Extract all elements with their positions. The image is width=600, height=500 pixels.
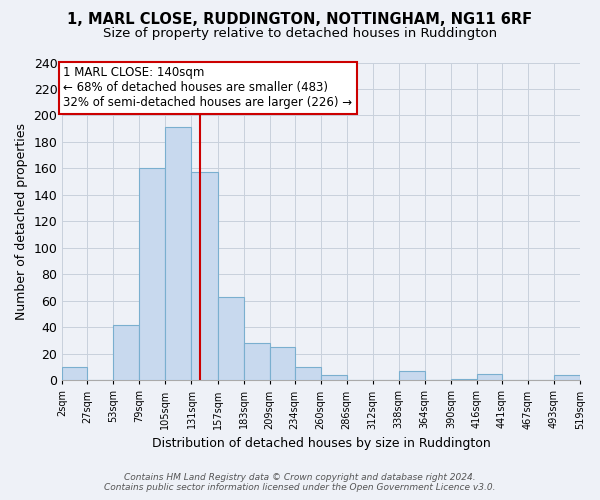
Bar — [113, 324, 139, 380]
Text: 1, MARL CLOSE, RUDDINGTON, NOTTINGHAM, NG11 6RF: 1, MARL CLOSE, RUDDINGTON, NOTTINGHAM, N… — [67, 12, 533, 28]
Text: Size of property relative to detached houses in Ruddington: Size of property relative to detached ho… — [103, 28, 497, 40]
X-axis label: Distribution of detached houses by size in Ruddington: Distribution of detached houses by size … — [152, 437, 491, 450]
Bar — [166, 128, 191, 380]
Bar — [139, 168, 166, 380]
Bar — [244, 343, 269, 380]
Bar — [295, 367, 320, 380]
Bar — [191, 172, 218, 380]
Bar — [554, 375, 580, 380]
Bar — [62, 367, 88, 380]
Bar — [320, 375, 347, 380]
Bar — [451, 379, 477, 380]
Bar — [218, 297, 244, 380]
Text: Contains HM Land Registry data © Crown copyright and database right 2024.
Contai: Contains HM Land Registry data © Crown c… — [104, 473, 496, 492]
Text: 1 MARL CLOSE: 140sqm
← 68% of detached houses are smaller (483)
32% of semi-deta: 1 MARL CLOSE: 140sqm ← 68% of detached h… — [63, 66, 352, 110]
Bar — [399, 371, 425, 380]
Bar — [269, 347, 295, 380]
Y-axis label: Number of detached properties: Number of detached properties — [15, 123, 28, 320]
Bar — [477, 374, 502, 380]
